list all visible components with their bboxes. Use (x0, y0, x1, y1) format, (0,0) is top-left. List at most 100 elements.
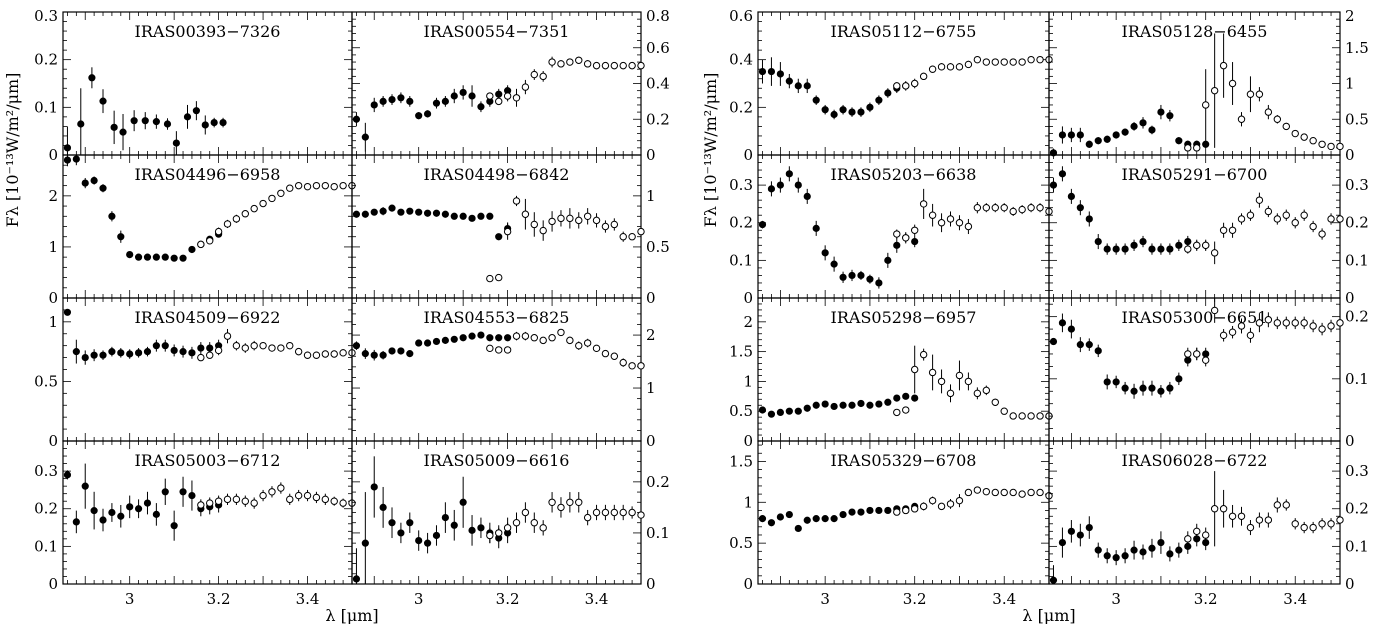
filled-point (767, 519, 776, 527)
filled-point (423, 339, 432, 347)
filled-point (1157, 245, 1165, 253)
open-point (619, 358, 627, 367)
open-point (1327, 215, 1335, 223)
y-tick-label: 1.5 (729, 452, 753, 470)
filled-point (1130, 241, 1138, 249)
y-tick-label: 0.3 (34, 462, 58, 480)
filled-point (1175, 137, 1183, 145)
filled-point (406, 350, 414, 358)
open-point (937, 502, 946, 511)
open-point (495, 346, 503, 354)
open-point (946, 215, 955, 223)
open-point (548, 217, 556, 226)
filled-point (192, 107, 200, 115)
y-tick-label: 0.2 (1345, 214, 1369, 232)
panel-title: IRAS04496−6958 (135, 165, 281, 184)
filled-point (1121, 128, 1129, 136)
filled-point (415, 339, 423, 347)
open-point (1000, 407, 1008, 415)
filled-point (423, 209, 432, 217)
filled-point (81, 482, 89, 490)
filled-point (152, 510, 160, 518)
open-point (486, 344, 494, 353)
filled-point (450, 212, 458, 220)
y-tick-label: 1 (1345, 75, 1355, 93)
filled-point (72, 518, 80, 526)
filled-point (875, 279, 883, 287)
filled-point (495, 233, 503, 241)
open-point (937, 377, 946, 386)
x-tick-label: 3.4 (296, 590, 320, 608)
filled-point (108, 508, 116, 517)
filled-point (1112, 378, 1120, 386)
panel-title: IRAS05003−6712 (135, 451, 281, 470)
open-point (919, 72, 928, 81)
open-point (1201, 356, 1210, 364)
left-panel-group: 0 0.1 0.2 0.3 IRAS00393−7326 0 0.2 0.4 0.6 0.8 IRA… (3, 7, 670, 624)
open-point (982, 203, 991, 212)
filled-point (370, 208, 378, 216)
filled-point (495, 334, 503, 342)
filled-point (1103, 135, 1111, 143)
open-point (1336, 516, 1344, 524)
open-point (1237, 512, 1246, 520)
filled-point (1139, 384, 1147, 392)
open-point (503, 346, 512, 354)
filled-point (776, 70, 784, 78)
open-point (1264, 207, 1273, 216)
filled-point (206, 344, 214, 352)
open-point (601, 222, 610, 231)
open-point (566, 336, 574, 345)
filled-point (459, 88, 467, 97)
open-point (637, 227, 645, 236)
y-tick-label: 0 (48, 575, 58, 593)
filled-point (1157, 539, 1165, 547)
filled-point (126, 503, 134, 511)
open-point (557, 503, 565, 512)
open-point (902, 234, 910, 242)
filled-point (81, 179, 89, 187)
open-point (1193, 241, 1201, 250)
open-point (902, 506, 910, 515)
panel-frame (1048, 440, 1341, 585)
filled-point (785, 407, 793, 415)
filled-point (99, 97, 107, 105)
open-point (919, 502, 928, 511)
filled-point (758, 67, 767, 76)
filled-point (758, 406, 767, 414)
open-point (1318, 230, 1326, 238)
panel-title: IRAS04553−6825 (424, 308, 570, 327)
filled-point (432, 99, 441, 107)
filled-point (1076, 131, 1084, 139)
open-point (521, 332, 530, 340)
filled-point (388, 95, 396, 104)
open-point (303, 351, 312, 359)
open-point (601, 508, 610, 517)
open-point (548, 498, 556, 506)
open-point (1300, 133, 1308, 141)
open-point (1009, 58, 1017, 66)
open-point (628, 508, 636, 517)
y-tick-label: 0.1 (729, 251, 753, 269)
x-tick-label: 3.2 (903, 590, 927, 608)
y-tick-label: 2 (743, 313, 753, 331)
filled-point (767, 185, 776, 193)
filled-point (1157, 108, 1165, 116)
filled-point (884, 506, 892, 515)
filled-point (126, 350, 134, 358)
y-tick-label: 1 (646, 379, 656, 397)
y-tick-label: 1 (646, 187, 656, 205)
open-point (277, 344, 285, 352)
filled-point (794, 524, 802, 533)
open-point (1336, 215, 1344, 223)
y-tick-label: 0.1 (34, 537, 58, 555)
filled-point (432, 531, 441, 540)
open-point (1282, 319, 1290, 327)
open-point (548, 58, 556, 66)
filled-point (188, 491, 196, 500)
open-point (339, 181, 347, 190)
filled-point (352, 115, 361, 123)
filled-point (1112, 245, 1120, 253)
filled-point (839, 401, 847, 409)
open-point (1018, 205, 1026, 214)
